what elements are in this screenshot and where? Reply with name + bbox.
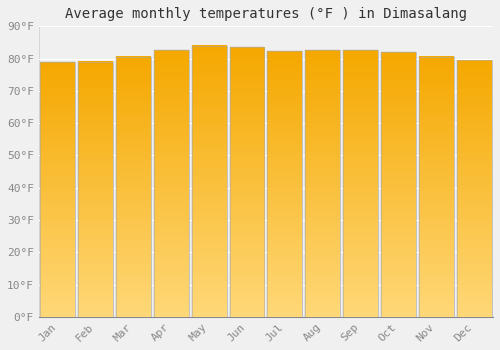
Bar (343, 50, 378, 317)
Bar (116, 57, 151, 317)
Bar (381, 52, 416, 317)
Bar (78, 62, 113, 317)
Bar (381, 52, 416, 317)
Bar (192, 46, 226, 317)
Title: Average monthly temperatures (°F ) in Dimasalang: Average monthly temperatures (°F ) in Di… (65, 7, 467, 21)
Bar (419, 57, 454, 317)
Bar (456, 60, 492, 317)
Bar (230, 47, 264, 317)
Bar (154, 50, 188, 317)
Bar (78, 62, 113, 317)
Bar (154, 50, 188, 317)
Bar (343, 50, 378, 317)
Bar (268, 51, 302, 317)
Bar (306, 50, 340, 317)
Bar (419, 57, 454, 317)
Bar (230, 47, 264, 317)
Bar (268, 51, 302, 317)
Bar (40, 62, 75, 317)
Bar (306, 50, 340, 317)
Bar (116, 57, 151, 317)
Bar (192, 46, 226, 317)
Bar (456, 60, 492, 317)
Bar (40, 62, 75, 317)
